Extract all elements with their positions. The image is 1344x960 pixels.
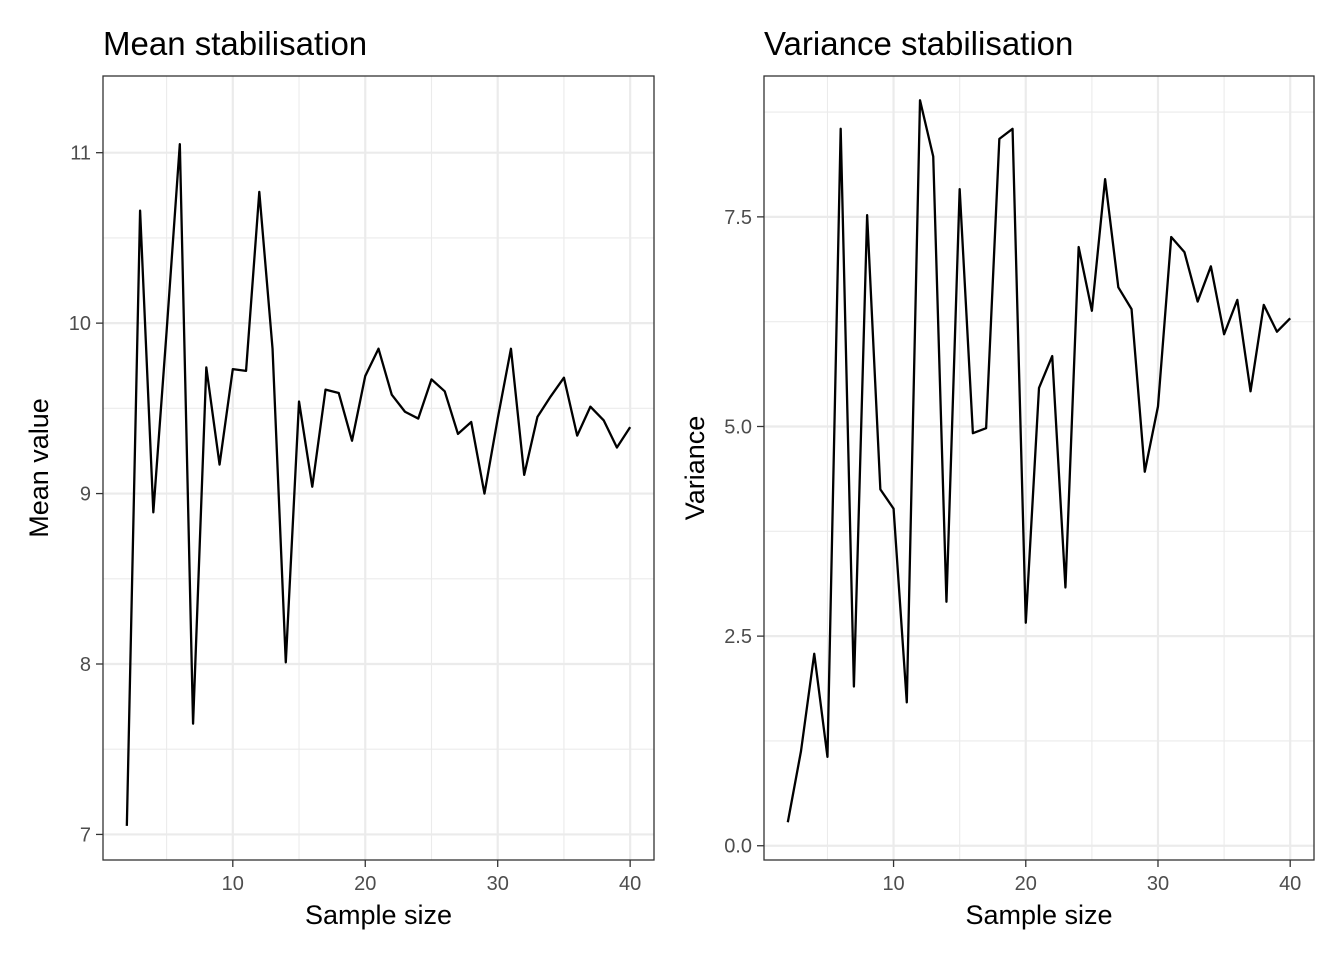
x-axis-title: Sample size	[305, 900, 452, 930]
y-tick-label: 5.0	[724, 416, 752, 438]
panel-border	[763, 75, 1315, 861]
y-tick-label: 7.5	[724, 207, 752, 229]
x-tick-label: 10	[882, 873, 904, 895]
x-tick-label: 20	[354, 873, 376, 895]
chart-panel-1: 10 20 30 40 7 8 9 10 11 Mean stabilisation Sample …	[24, 25, 655, 930]
y-tick-label: 2.5	[724, 626, 752, 648]
y-tick-label: 0.0	[724, 836, 752, 858]
y-tick-label: 11	[70, 143, 91, 165]
y-tick-label: 8	[80, 654, 91, 676]
y-tick-label: 10	[69, 313, 91, 335]
chart-panel-2: 10 20 30 40 0.0 2.5 5.0 7.5 Variance stabilisati…	[680, 25, 1315, 930]
panel-border	[102, 75, 655, 861]
y-axis-title: Variance	[680, 416, 710, 521]
x-tick-label: 40	[1279, 873, 1301, 895]
x-axis-title: Sample size	[965, 900, 1112, 930]
x-tick-label: 10	[222, 873, 244, 895]
x-tick-label: 30	[487, 873, 509, 895]
y-axis-title: Mean value	[24, 398, 54, 538]
y-tick-label: 7	[80, 824, 91, 846]
panel-background	[103, 76, 654, 860]
x-tick-label: 40	[619, 873, 641, 895]
x-tick-label: 30	[1147, 873, 1169, 895]
chart-title: Variance stabilisation	[764, 25, 1073, 62]
x-tick-label: 20	[1015, 873, 1037, 895]
panel-background	[764, 76, 1314, 860]
y-tick-label: 9	[80, 484, 91, 506]
chart-title: Mean stabilisation	[103, 25, 367, 62]
